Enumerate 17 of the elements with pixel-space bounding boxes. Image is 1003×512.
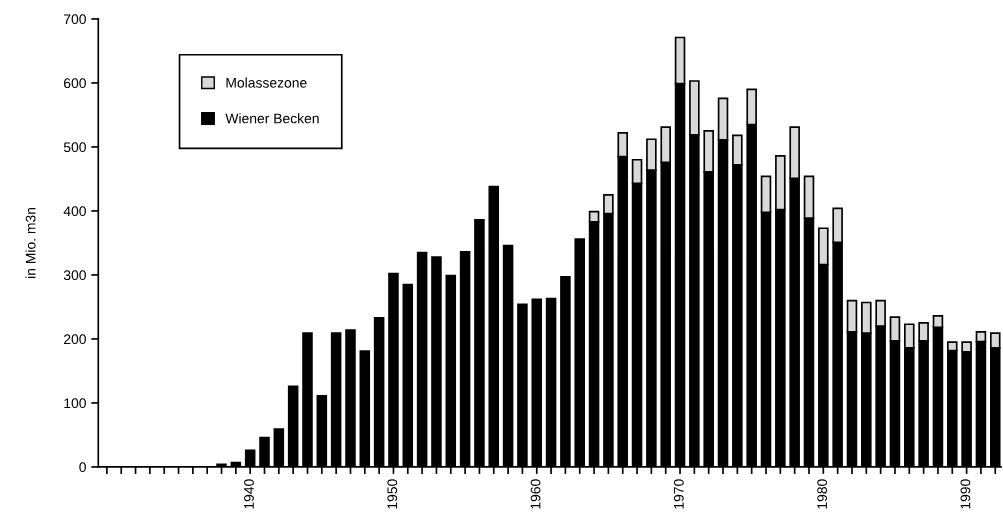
legend-label: Molassezone (226, 77, 307, 88)
y-tick-label: 0 (79, 462, 86, 473)
x-tick-label: 1990 (960, 479, 971, 509)
y-tick-label: 700 (64, 14, 86, 25)
y-tick-label: 300 (63, 270, 86, 281)
x-tick-label: 1960 (530, 479, 541, 509)
legend-label: Wiener Becken (225, 113, 319, 124)
x-tick-label: 1940 (244, 479, 254, 509)
y-tick-label: 500 (63, 142, 86, 153)
x-tick-label: 1950 (387, 479, 398, 509)
y-tick-label: 100 (64, 398, 86, 409)
y-tick-label: 200 (64, 334, 86, 345)
x-tick-label: 1970 (673, 479, 684, 509)
y-tick-label: 600 (64, 78, 86, 89)
y-tick-label: 400 (63, 206, 86, 217)
x-tick-label: 1980 (817, 479, 828, 509)
y-axis-title: in Mio. m3n (25, 207, 36, 278)
